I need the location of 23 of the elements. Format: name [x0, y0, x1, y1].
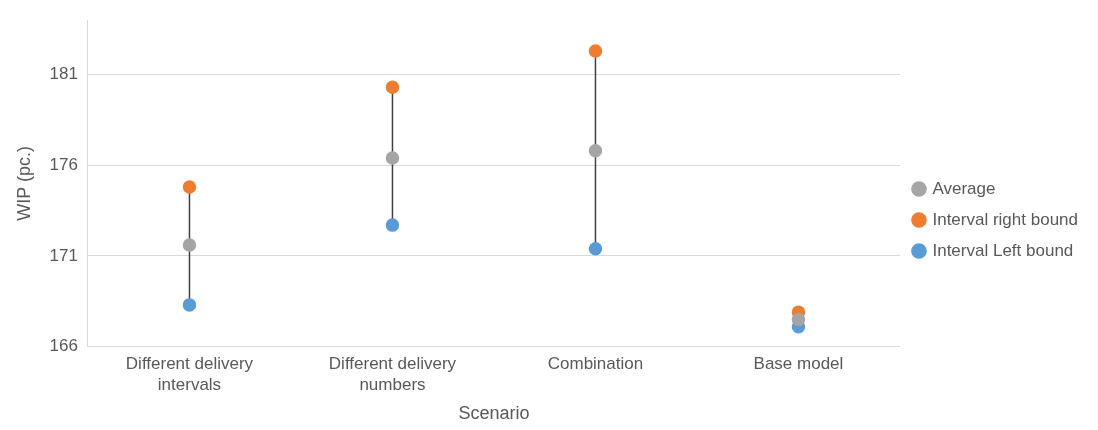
x-tick-label: Combination [547, 354, 644, 374]
point [588, 44, 603, 58]
legend-label: Interval Left bound [932, 240, 1074, 260]
point [182, 238, 197, 252]
legend-label: Interval right bound [932, 209, 1079, 229]
y-tick-label: 166 [49, 336, 78, 356]
y-tick-label: 181 [49, 64, 78, 84]
y-tick-label: 176 [49, 154, 78, 174]
point [385, 218, 400, 232]
x-tick-label: Different delivery numbers [328, 354, 457, 394]
y-axis-title: WIP (pc.) [13, 146, 34, 221]
x-tick-label: Different delivery intervals [125, 354, 254, 394]
point [182, 298, 197, 312]
point [588, 144, 603, 158]
point [385, 80, 400, 95]
y-tick-label: 171 [49, 245, 78, 265]
legend-label: Average [932, 178, 996, 198]
x-axis-title: Scenario [458, 403, 530, 424]
point [385, 151, 400, 165]
x-tick-label: Base model [753, 354, 844, 374]
point [182, 180, 197, 194]
point [588, 241, 603, 256]
point [791, 312, 806, 327]
